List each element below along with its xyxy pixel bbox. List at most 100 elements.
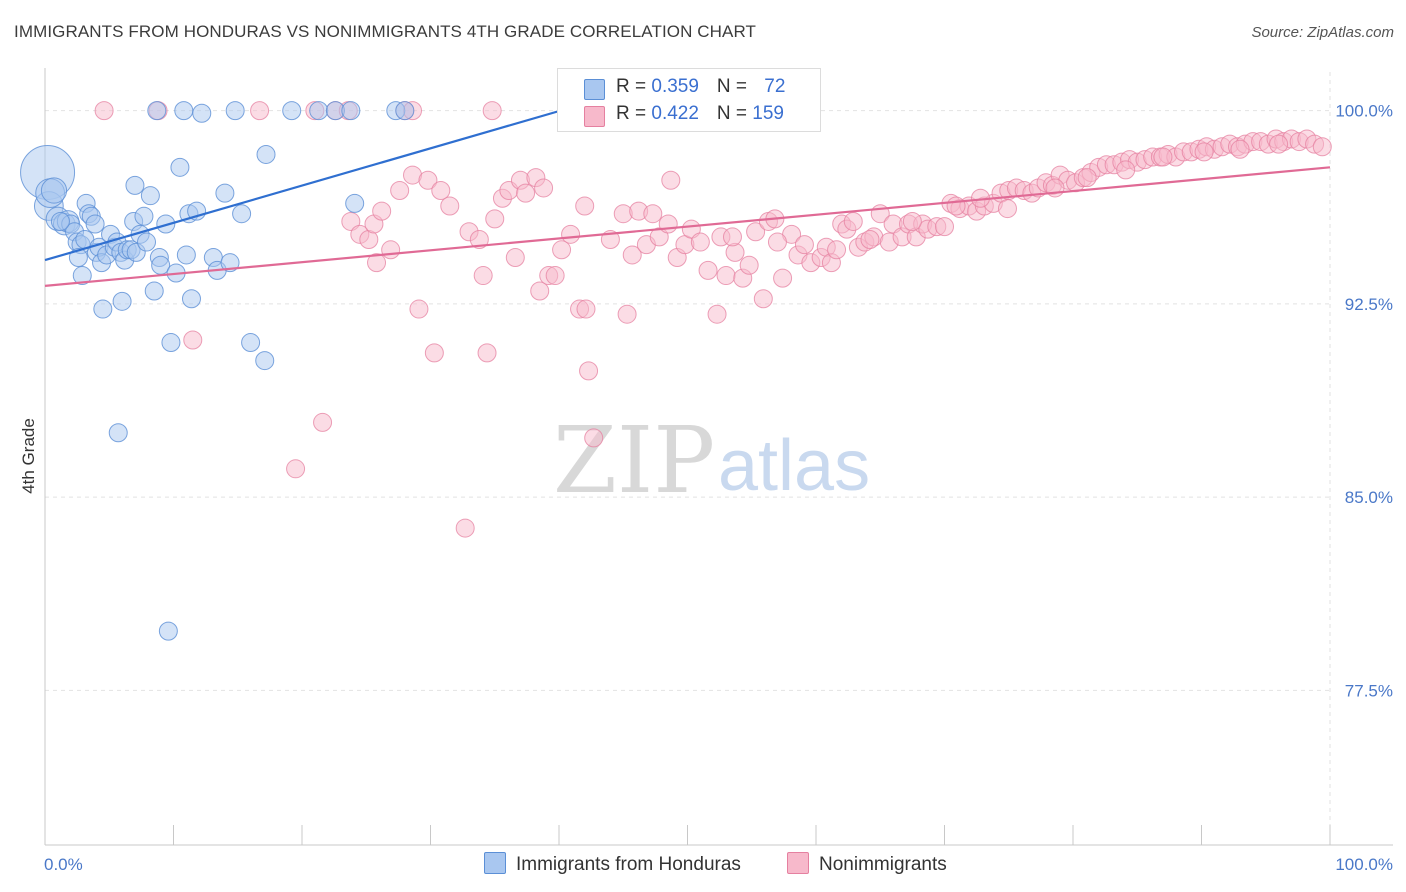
nonimmigrants-point	[313, 412, 333, 432]
watermark-atlas: atlas	[718, 426, 870, 506]
watermark-zip: ZIP	[553, 407, 715, 514]
nonimmigrants-point	[794, 235, 814, 255]
nonimmigrants-point	[902, 211, 922, 231]
honduras-point	[174, 101, 194, 121]
honduras-point	[309, 101, 329, 121]
nonimmigrants-trend-line	[44, 166, 1331, 287]
nonimmigrants-point	[649, 227, 669, 247]
honduras-point	[108, 423, 128, 443]
bottom-legend-label-honduras: Immigrants from Honduras	[516, 854, 741, 875]
legend-n-label: N =	[716, 103, 753, 124]
honduras-point	[215, 183, 235, 203]
nonimmigrants-point	[286, 459, 306, 479]
honduras-point	[40, 177, 68, 204]
nonimmigrants-point	[1269, 134, 1289, 154]
y-tick-labels: 100.0% 92.5% 85.0% 77.5%	[1335, 102, 1393, 701]
nonimmigrants-point	[390, 181, 410, 201]
trend-lines	[44, 104, 1331, 287]
honduras-point	[256, 144, 276, 164]
legend-swatch-honduras	[584, 79, 605, 100]
source-label: Source: ZipAtlas.com	[1251, 24, 1394, 41]
nonimmigrants-point	[725, 242, 745, 262]
legend-r-value: 0.422	[651, 103, 699, 124]
honduras-points	[20, 98, 582, 641]
x-tick-label: 0.0%	[44, 855, 83, 874]
nonimmigrants-point	[477, 343, 497, 363]
nonimmigrants-point	[516, 183, 536, 203]
nonimmigrants-point	[860, 229, 880, 249]
nonimmigrants-point	[418, 170, 438, 190]
bottom-legend-honduras: Immigrants from Honduras	[484, 852, 741, 876]
honduras-point	[112, 291, 132, 311]
legend-r-label: R =	[616, 103, 652, 124]
honduras-point	[134, 206, 154, 226]
y-tick-label: 77.5%	[1345, 681, 1393, 700]
nonimmigrants-point	[94, 101, 114, 121]
honduras-point	[282, 101, 302, 121]
y-axis-title: 4th Grade	[19, 418, 38, 494]
nonimmigrants-point	[424, 343, 444, 363]
nonimmigrants-point	[534, 178, 554, 198]
legend-r-value: 0.359	[651, 76, 699, 97]
nonimmigrants-point	[661, 170, 681, 190]
honduras-point	[68, 248, 88, 268]
nonimmigrants-point	[767, 232, 787, 252]
legend-swatch-nonimmigrants	[584, 106, 605, 127]
nonimmigrants-point	[183, 330, 203, 350]
nonimmigrants-point	[575, 196, 595, 216]
y-tick-label: 92.5%	[1345, 295, 1393, 314]
legend-n-label: N =	[716, 76, 753, 97]
x-tick-labels: 0.0% 100.0%	[44, 855, 1393, 874]
nonimmigrants-point	[576, 299, 596, 319]
legend-r-label: R =	[616, 76, 652, 97]
honduras-point	[345, 193, 365, 213]
nonimmigrants-point	[622, 245, 642, 265]
y-tick-label: 100.0%	[1335, 102, 1393, 121]
honduras-point	[192, 103, 212, 123]
nonimmigrants-point	[716, 266, 736, 286]
nonimmigrants-point	[579, 361, 599, 381]
bottom-legend-swatch-honduras	[484, 852, 506, 874]
honduras-point	[144, 281, 164, 301]
honduras-point	[140, 186, 160, 206]
bottom-legend-label-nonimmigrants: Nonimmigrants	[819, 854, 947, 875]
honduras-point	[255, 351, 275, 371]
nonimmigrants-point	[505, 248, 525, 268]
nonimmigrants-point	[690, 232, 710, 252]
nonimmigrants-point	[1153, 147, 1173, 167]
honduras-trend-line	[44, 104, 579, 262]
nonimmigrants-point	[530, 281, 550, 301]
honduras-point	[176, 245, 196, 265]
nonimmigrants-point	[409, 299, 429, 319]
honduras-point	[125, 175, 145, 195]
honduras-point	[85, 214, 105, 234]
nonimmigrants-point	[997, 199, 1017, 219]
honduras-point	[161, 333, 181, 353]
honduras-point	[341, 101, 361, 121]
nonimmigrants-point	[773, 268, 793, 288]
nonimmigrants-point	[722, 227, 742, 247]
nonimmigrants-point	[658, 214, 678, 234]
nonimmigrants-point	[617, 304, 637, 324]
bottom-legend-swatch-nonimmigrants	[787, 852, 809, 874]
nonimmigrants-point	[707, 304, 727, 324]
nonimmigrants-point	[372, 201, 392, 221]
nonimmigrants-point	[698, 260, 718, 280]
bottom-legend-nonimmigrants: Nonimmigrants	[787, 852, 947, 876]
nonimmigrants-point	[482, 101, 502, 121]
nonimmigrants-point	[473, 266, 493, 286]
nonimmigrants-points	[94, 101, 1332, 538]
nonimmigrants-point	[381, 240, 401, 260]
honduras-point	[137, 232, 157, 252]
nonimmigrants-point	[1077, 168, 1097, 188]
nonimmigrants-point	[935, 217, 954, 237]
x-tick-label: 100.0%	[1335, 855, 1393, 874]
nonimmigrants-point	[827, 240, 847, 260]
honduras-point	[158, 621, 178, 641]
nonimmigrants-point	[946, 196, 966, 216]
nonimmigrants-point	[1194, 142, 1214, 162]
honduras-point	[170, 157, 190, 177]
nonimmigrants-point	[469, 229, 489, 249]
nonimmigrants-point	[440, 196, 460, 216]
